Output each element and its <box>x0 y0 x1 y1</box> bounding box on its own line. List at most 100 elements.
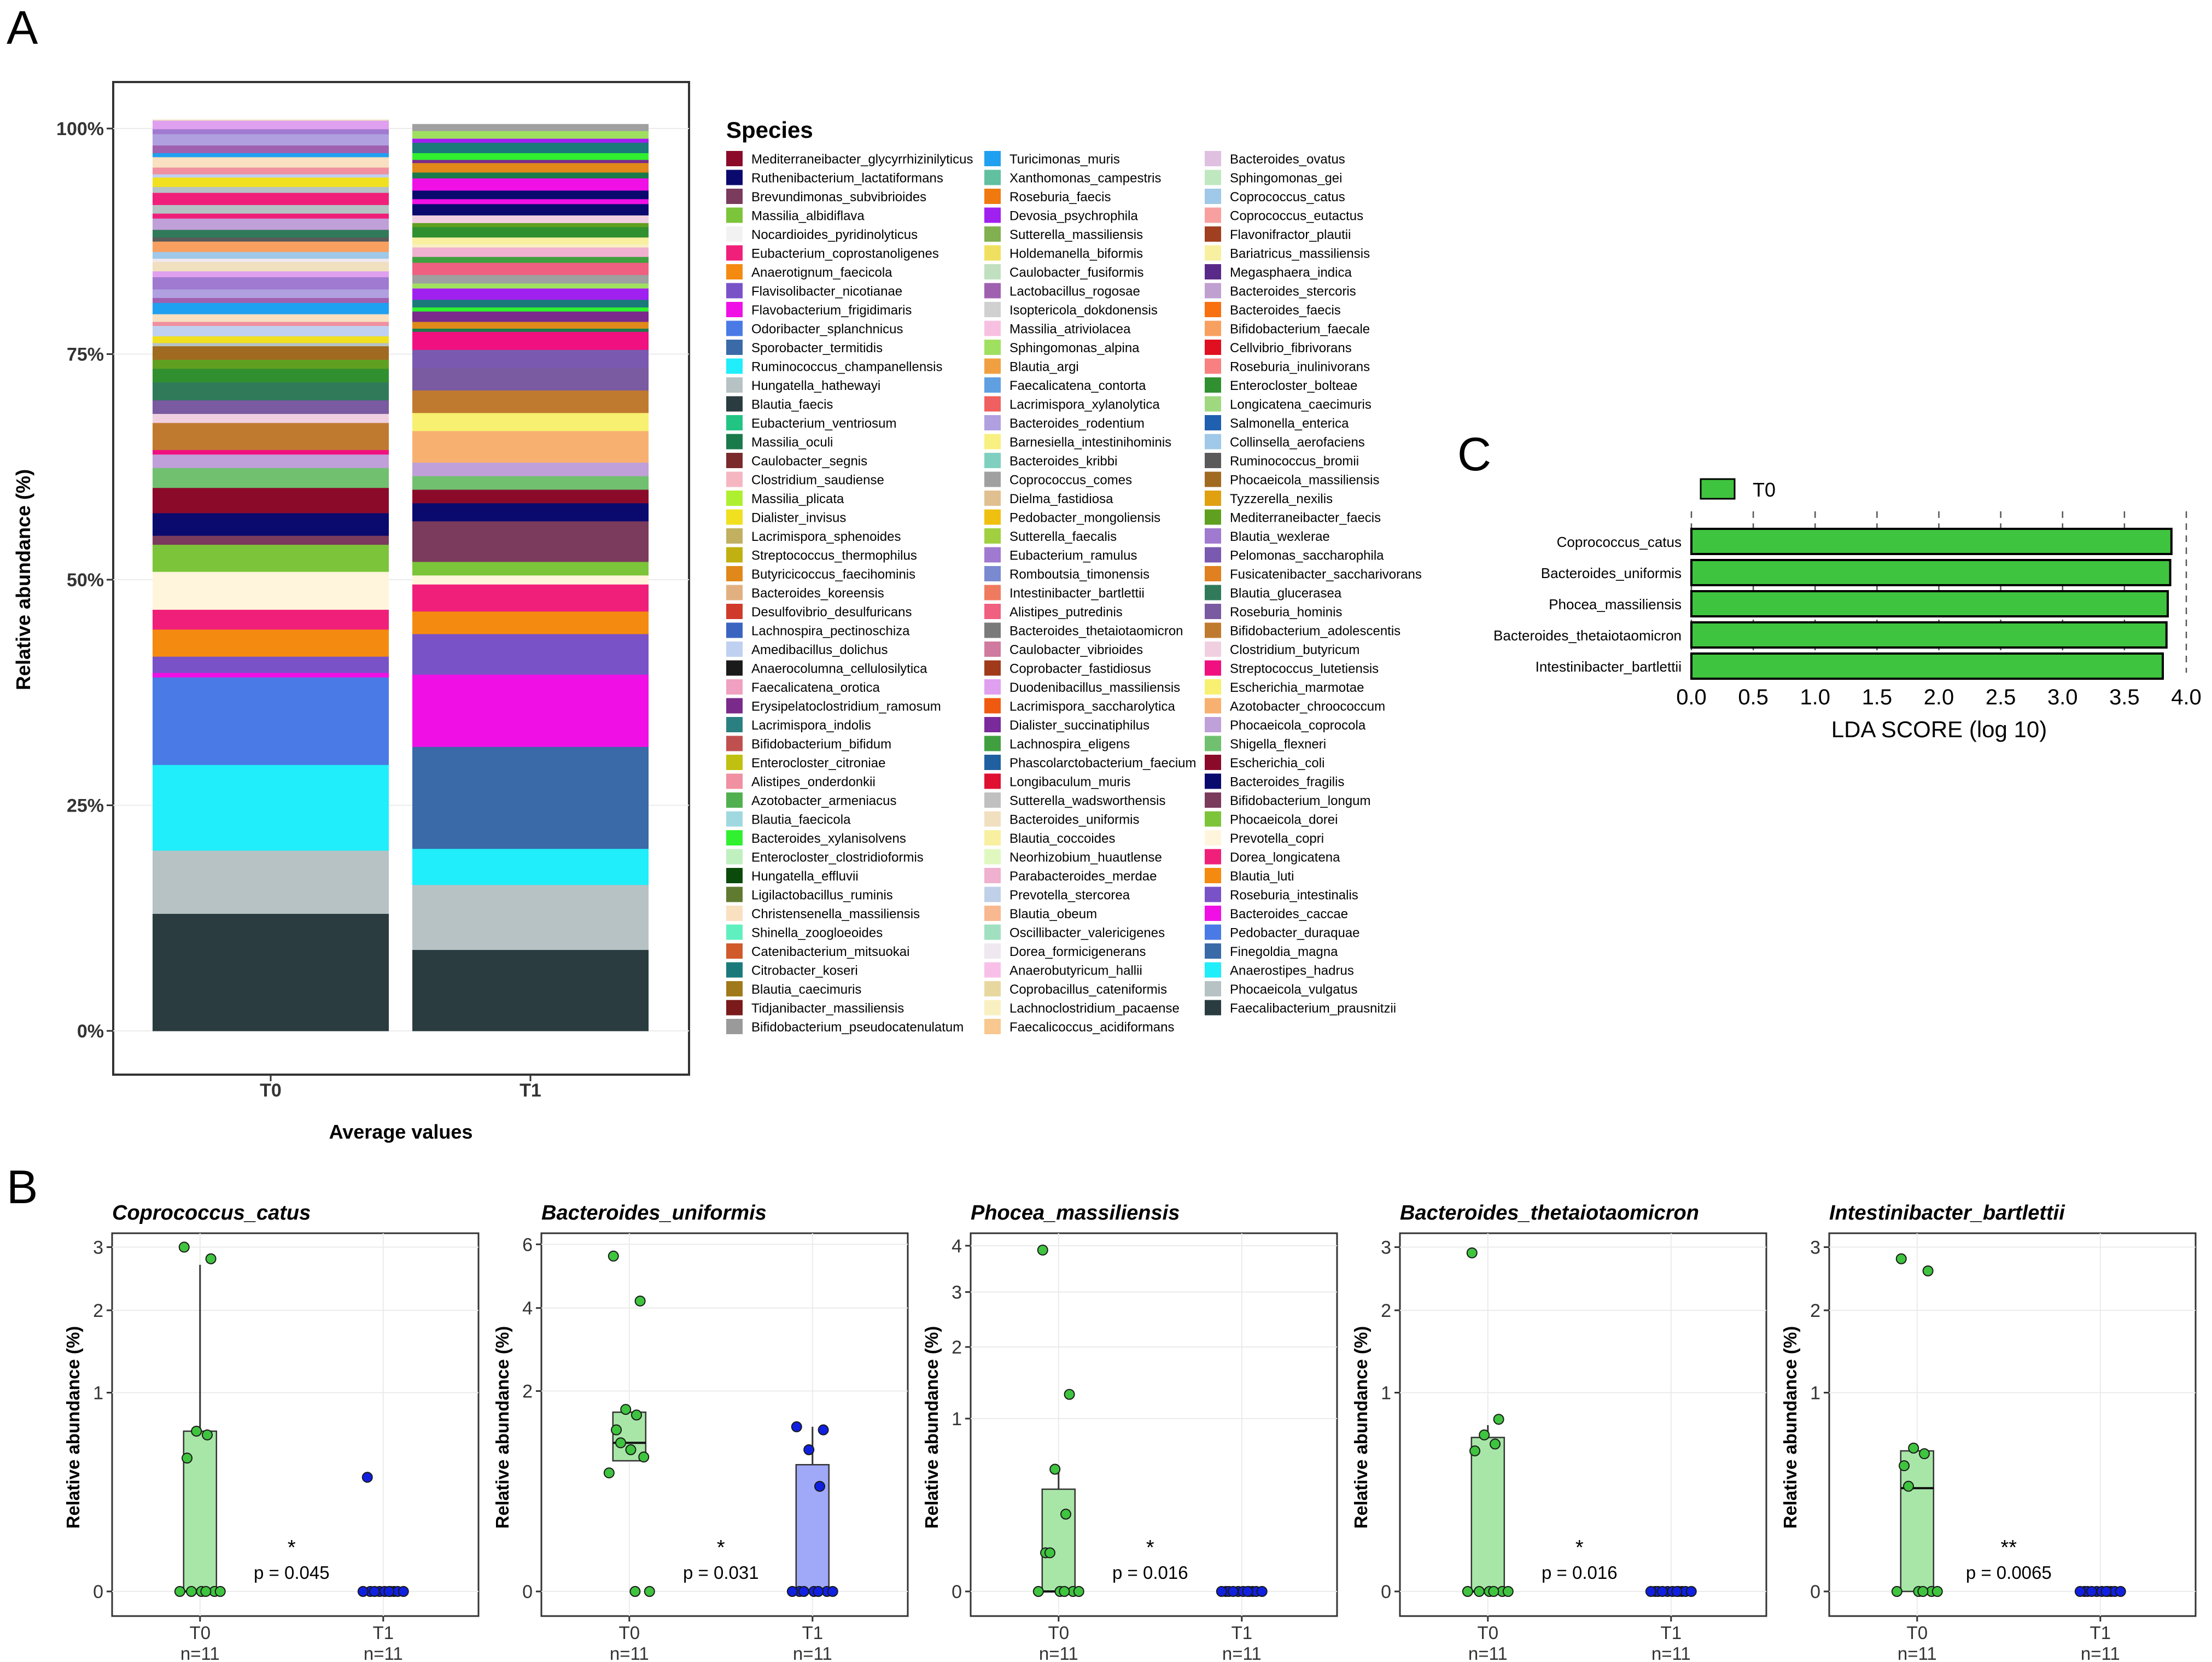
legend-item: Longicatena_caecimuris <box>1205 396 1371 412</box>
legend-label: Lacrimispora_xylanolytica <box>1009 398 1160 412</box>
legend-item: Dorea_formicigenerans <box>984 943 1146 959</box>
legend-label: Faecalicatena_orotica <box>751 680 880 695</box>
legend-swatch <box>984 660 1001 676</box>
legend-swatch <box>1205 924 1221 940</box>
stack-segment-minor <box>153 325 389 336</box>
boxplot-point <box>603 1467 615 1479</box>
legend-item: Phascolarctobacterium_faecium <box>984 755 1197 771</box>
legend-item: Hungatella_effluvii <box>726 868 859 884</box>
boxplot-point <box>398 1586 409 1597</box>
panel-c-xtick-label: 4.0 <box>2171 685 2202 709</box>
stack-segment-blautia-luti <box>153 629 389 657</box>
boxplot-point <box>813 1586 824 1597</box>
legend-swatch <box>726 773 743 789</box>
legend-item: Bacteroides_rodentium <box>984 415 1145 431</box>
legend-swatch <box>726 189 743 204</box>
legend-item: Streptococcus_thermophilus <box>726 547 917 563</box>
legend-label: Mediterraneibacter_glycyrrhizinilyticus <box>751 152 973 167</box>
boxplot-point <box>214 1586 226 1597</box>
legend-item: Turicimonas_muris <box>984 151 1120 167</box>
legend-label: Eubacterium_ventriosum <box>751 416 896 431</box>
legend-item: Romboutsia_timonensis <box>984 566 1149 582</box>
boxplot-point <box>644 1586 655 1597</box>
legend-swatch <box>726 340 743 355</box>
legend-swatch <box>726 434 743 450</box>
legend-label: Xanthomonas_campestris <box>1009 171 1161 186</box>
legend-label: Catenibacterium_mitsuokai <box>751 944 909 959</box>
legend-swatch <box>1205 679 1221 695</box>
legend-item: Flavobacterium_frigidimaris <box>726 302 912 318</box>
legend-item: Mediterraneibacter_glycyrrhizinilyticus <box>726 151 973 167</box>
lda-category-label: Phocea_massiliensis <box>1549 596 1682 613</box>
legend-item: Isoptericola_dokdonensis <box>984 302 1158 318</box>
boxplot-title: Coprococcus_catus <box>112 1202 311 1224</box>
boxplot-ytick-label: 2 <box>952 1337 962 1358</box>
legend-swatch <box>984 906 1001 921</box>
legend-item: Faecalicatena_orotica <box>726 679 880 695</box>
legend-item: Sphingomonas_alpina <box>984 340 1140 355</box>
stack-segment-minor <box>412 299 649 308</box>
legend-item: Escherichia_marmotae <box>1205 679 1364 695</box>
stack-segment-faecalibacterium-prausnitzii <box>153 913 389 1031</box>
legend-swatch <box>726 302 743 317</box>
legend-label: Enterocloster_citroniae <box>751 756 885 771</box>
legend-swatch <box>1205 792 1221 808</box>
legend-swatch <box>1205 491 1221 506</box>
boxplot-ytick-label: 3 <box>1381 1237 1391 1258</box>
legend-swatch <box>984 679 1001 695</box>
legend-swatch <box>1205 396 1221 412</box>
legend-swatch <box>1205 471 1221 487</box>
legend-item: Bacteroides_kribbi <box>984 453 1117 469</box>
panel-c-xtick-label: 3.5 <box>2109 685 2140 709</box>
stack-segment-minor <box>412 322 649 329</box>
panel-c-legend-label: T0 <box>1753 479 1776 501</box>
stack-segment-faecalibacterium-prausnitzii <box>412 949 649 1031</box>
boxplot-xtick-label: T1 <box>1232 1623 1253 1643</box>
boxplot-title: Bacteroides_uniformis <box>541 1202 767 1224</box>
stack-segment-minor <box>412 131 649 139</box>
panel-a-ytick-label: 75% <box>67 345 104 365</box>
stack-segment-anaerostipes-hadrus <box>153 765 389 851</box>
boxplot-ytick-label: 1 <box>93 1383 103 1404</box>
stack-segment-minor <box>412 203 649 215</box>
legend-item: Bacteroides_caccae <box>1205 906 1348 922</box>
legend-item: Butyricicoccus_faecihominis <box>726 566 915 582</box>
stack-segment-bifidobacterium-longum <box>412 521 649 562</box>
boxplot-ytick-label: 1 <box>1381 1383 1391 1404</box>
legend-swatch <box>726 566 743 581</box>
boxplot-n-label: n=11 <box>1468 1643 1508 1662</box>
legend-item: Mediterraneibacter_faecis <box>1205 509 1381 526</box>
boxplot-point <box>1645 1586 1656 1597</box>
stack-segment-minor <box>412 162 649 173</box>
legend-swatch <box>1205 264 1221 279</box>
legend-swatch <box>1205 811 1221 827</box>
boxplot-panel: Bacteroides_uniformis 0 2 4 6 Relative abunda… <box>492 1202 909 1662</box>
legend-label: Ligilactobacillus_ruminis <box>751 888 893 903</box>
stack-segment-minor <box>412 328 649 332</box>
legend-swatch <box>984 471 1001 487</box>
boxplot-ytick-label: 3 <box>93 1237 103 1258</box>
lda-category-label: Intestinibacter_bartlettii <box>1536 658 1682 675</box>
boxplot-pvalue: p = 0.031 <box>683 1562 759 1583</box>
legend-item: Bacteroides_stercoris <box>1205 283 1356 299</box>
boxplot-point <box>1479 1429 1490 1441</box>
boxplot-point <box>1891 1586 1902 1597</box>
boxplot-frame <box>111 1232 480 1617</box>
legend-label: Salmonella_enterica <box>1230 416 1349 431</box>
legend-label: Blautia_glucerasea <box>1230 586 1342 601</box>
legend-label: Sutterella_massiliensis <box>1009 228 1143 242</box>
legend-label: Coprococcus_eutactus <box>1230 209 1363 224</box>
lda-bar <box>1690 621 2168 649</box>
legend-swatch <box>726 528 743 544</box>
legend-item: Massilia_atriviolacea <box>984 320 1131 337</box>
legend-item: Escherichia_coli <box>1205 755 1324 771</box>
legend-label: Holdemanella_biformis <box>1009 247 1143 261</box>
legend-swatch <box>984 528 1001 544</box>
legend-swatch <box>1205 189 1221 204</box>
legend-item: Lacrimispora_indolis <box>726 717 871 733</box>
stack-segment-minor <box>153 205 389 214</box>
legend-swatch <box>726 962 743 978</box>
legend-label: Flavonifractor_plautii <box>1230 228 1351 242</box>
legend-item: Bacteroides_faecis <box>1205 302 1341 318</box>
stack-segment-minor <box>153 153 389 158</box>
